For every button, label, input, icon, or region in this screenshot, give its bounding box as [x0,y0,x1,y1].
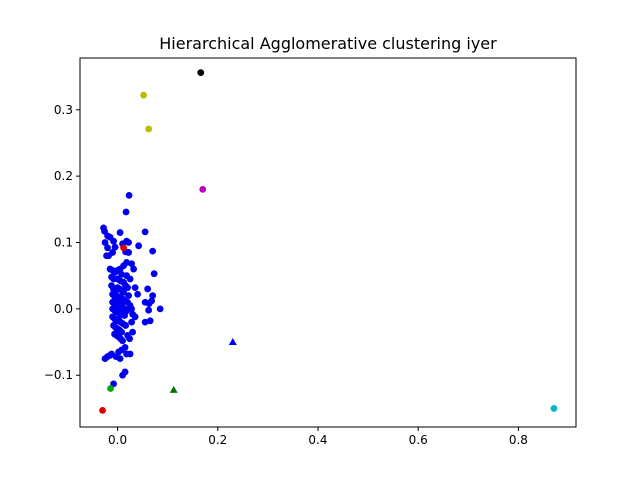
data-point-s3-p0 [169,385,178,393]
data-point-s0-p9 [110,237,117,245]
data-point-s0-p19 [135,242,143,250]
data-point-s0-p59 [128,318,136,326]
data-point-s1-p1 [120,244,127,252]
x-tick-label: 0.2 [208,433,227,447]
y-tick-label: 0.1 [54,236,73,250]
data-point-s0-p23 [149,292,157,299]
y-tick-label: 0.0 [54,302,73,316]
data-point-s0-p27 [156,305,164,313]
data-point-s5-p0 [140,91,148,99]
data-point-s0-p32 [134,290,142,298]
data-point-s0-p113 [126,350,134,358]
data-point-s0-p33 [131,284,139,292]
data-point-s0-p58 [131,313,139,321]
data-point-s2-p0 [107,385,114,392]
data-point-s0-p108 [126,335,133,343]
data-point-s0-p52 [124,284,131,292]
x-tick-label: 0.8 [509,433,528,447]
data-point-s0-p121 [104,353,111,361]
data-point-s0-p4 [104,244,111,252]
x-axis: 0.0 0.2 0.4 0.6 0.8 [108,427,528,447]
data-point-s0-p73 [121,297,128,305]
data-point-s0-p53 [125,292,132,299]
y-tick-label: 0.2 [54,169,73,183]
data-point-s8-p0 [550,405,558,412]
x-tick-label: 0.0 [108,433,127,447]
chart-title: Hierarchical Agglomerative clustering iy… [159,34,497,53]
data-point-s0-p17 [122,208,130,216]
data-point-s0-p22 [150,270,158,278]
data-point-s0-p28 [145,306,153,314]
data-point-s0-p105 [119,337,126,345]
data-point-s0-p26 [141,298,149,306]
data-points [99,69,558,414]
x-tick-label: 0.6 [409,433,428,447]
data-point-s0-p88 [121,312,128,319]
data-point-s0-p20 [141,228,149,236]
data-point-s5-p1 [145,125,153,133]
data-point-s0-p35 [130,265,138,273]
data-point-s0-p7 [109,249,116,256]
x-tick-label: 0.4 [308,433,327,447]
data-point-s0-p44 [116,265,124,273]
plot-frame [79,57,577,428]
data-point-s0-p31 [144,285,152,293]
data-point-s0-p45 [118,270,125,278]
data-point-s6-p0 [197,69,205,77]
data-point-s0-p107 [129,328,137,336]
data-point-s0-p116 [121,368,129,376]
data-point-s0-p95 [122,322,129,329]
data-point-s0-p30 [141,318,149,326]
data-point-s0-p16 [125,249,132,256]
data-point-s0-p14 [125,239,132,246]
y-tick-label: −0.1 [44,368,73,382]
data-point-s4-p0 [228,338,237,346]
data-point-s1-p0 [99,407,106,414]
data-point-s0-p11 [116,229,124,236]
y-axis: −0.1 0.0 0.1 0.2 0.3 [44,103,80,382]
data-point-s0-p3 [101,239,109,246]
data-point-s7-p0 [199,186,207,193]
data-point-s0-p21 [149,247,157,255]
y-tick-label: 0.3 [54,103,73,117]
data-point-s0-p18 [125,191,133,199]
data-point-s0-p10 [111,243,119,251]
